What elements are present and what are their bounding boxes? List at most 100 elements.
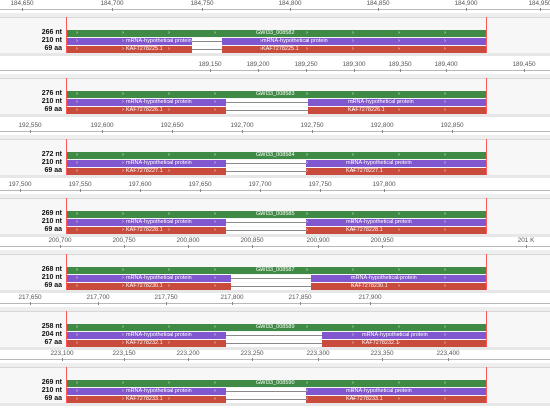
gene-feature[interactable]: › › › › › › › › › GWI33_008582 bbox=[66, 30, 486, 37]
strand-arrow-icon: › bbox=[76, 283, 78, 289]
ruler-tick-label: 189,250 bbox=[294, 61, 318, 68]
ruler-tick-mark bbox=[200, 189, 201, 192]
cds-feature-label: KAF7278233.1 bbox=[346, 396, 383, 402]
strand-arrow-icon: › bbox=[444, 227, 446, 233]
strand-arrow-icon: › bbox=[168, 267, 170, 273]
ruler-tick-mark bbox=[202, 8, 203, 11]
ruler-baseline bbox=[0, 70, 550, 71]
track-length-label: 69 aa bbox=[44, 167, 62, 174]
ruler-tick-mark bbox=[188, 358, 189, 361]
gene-feature[interactable]: › › › › › › › › › GWI33_008583 bbox=[66, 91, 486, 98]
boundary-marker bbox=[66, 17, 67, 53]
ruler-tick-mark bbox=[172, 130, 173, 133]
gene-feature[interactable]: › › › › › › › › › GWI33_008590 bbox=[66, 380, 486, 387]
ruler-tick-mark bbox=[124, 245, 125, 248]
ruler-tick-mark bbox=[98, 302, 99, 305]
track-length-label: 210 nt bbox=[41, 274, 62, 281]
strand-arrow-icon: › bbox=[306, 211, 308, 217]
mrna-feature[interactable]: ›››››››››mRNA-hypothetical proteinmRNA-h… bbox=[66, 160, 486, 167]
strand-arrow-icon: › bbox=[76, 380, 78, 386]
strand-arrow-icon: › bbox=[122, 332, 124, 338]
strand-arrow-icon: › bbox=[214, 340, 216, 346]
strand-arrow-icon: › bbox=[122, 396, 124, 402]
strand-arrow-icon: › bbox=[214, 91, 216, 97]
strand-arrow-icon: › bbox=[306, 219, 308, 225]
strand-arrow-icon: › bbox=[398, 388, 400, 394]
strand-arrow-icon: › bbox=[168, 396, 170, 402]
strand-arrow-icon: › bbox=[168, 332, 170, 338]
ruler-tick-mark bbox=[540, 8, 541, 11]
ruler-tick-mark bbox=[290, 8, 291, 11]
coordinate-ruler: 200,700 200,750 200,800 200,850 200,900 200,9… bbox=[0, 237, 550, 249]
strand-arrow-icon: › bbox=[398, 46, 400, 52]
intron-gap bbox=[226, 99, 308, 106]
viewer-header-bar bbox=[0, 250, 550, 255]
strand-arrow-icon: › bbox=[214, 168, 216, 174]
ruler-tick-mark bbox=[320, 189, 321, 192]
strand-arrow-icon: › bbox=[306, 38, 308, 44]
boundary-marker bbox=[486, 17, 487, 53]
mrna-feature[interactable]: ›››››››››mRNA-hypothetical proteinmRNA-h… bbox=[66, 388, 486, 395]
ruler-tick-mark bbox=[166, 302, 167, 305]
gene-feature[interactable]: › › › › › › › › › GWI33_008585 bbox=[66, 211, 486, 218]
strand-arrow-icon: › bbox=[444, 332, 446, 338]
track-length-label: 210 nt bbox=[41, 218, 62, 225]
cds-feature-label: KAF7278228.1 bbox=[126, 227, 163, 233]
strand-arrow-icon: › bbox=[398, 283, 400, 289]
viewer-footer-bar bbox=[0, 53, 550, 56]
ruler-tick-mark bbox=[446, 69, 447, 72]
gene-feature[interactable]: › › › › › › › › › GWI33_008584 bbox=[66, 152, 486, 159]
strand-arrow-icon: › bbox=[398, 324, 400, 330]
track-viewer: 269 nt › › › › › › › › › GWI33_008590 210 nt › › › › › › ›… bbox=[0, 363, 550, 406]
track-viewer: 272 nt › › › › › › › › › GWI33_008584 210 nt › › › › › › ›… bbox=[0, 135, 550, 178]
gene-feature[interactable]: › › › › › › › › › GWI33_008587 bbox=[66, 267, 486, 274]
strand-arrow-icon: › bbox=[260, 211, 262, 217]
strand-arrow-icon: › bbox=[398, 168, 400, 174]
ruler-tick-label: 197,700 bbox=[248, 181, 272, 188]
mrna-feature[interactable]: ›››››››››mRNA-hypothetical proteinmRNA-h… bbox=[66, 219, 486, 226]
track-length-label: 210 nt bbox=[41, 37, 62, 44]
panel-7: 223,100 223,150 223,200 223,250 223,300 223,3… bbox=[0, 350, 550, 410]
gene-feature[interactable]: › › › › › › › › › GWI33_008589 bbox=[66, 324, 486, 331]
mrna-feature[interactable]: ›››››››››mRNA-hypothetical proteinmRNA-h… bbox=[66, 38, 486, 45]
strand-arrow-icon: › bbox=[168, 160, 170, 166]
ruler-tick-mark bbox=[252, 358, 253, 361]
strand-arrow-icon: › bbox=[122, 46, 124, 52]
mrna-feature[interactable]: ›››››››››mRNA-hypothetical proteinmRNA-h… bbox=[66, 99, 486, 106]
strand-arrow-icon: › bbox=[214, 380, 216, 386]
mrna-feature[interactable]: ›››››››››mRNA-hypothetical proteinmRNA-h… bbox=[66, 275, 486, 282]
strand-arrow-icon: › bbox=[352, 388, 354, 394]
ruler-tick-label: 197,550 bbox=[68, 181, 92, 188]
strand-arrow-icon: › bbox=[398, 267, 400, 273]
strand-arrow-icon: › bbox=[122, 38, 124, 44]
mrna-feature[interactable]: ›››››››››mRNA-hypothetical proteinmRNA-h… bbox=[66, 332, 486, 339]
track-length-label: 210 nt bbox=[41, 387, 62, 394]
mrna-feature-label: mRNA-hypothetical protein bbox=[346, 160, 412, 166]
strand-arrow-icon: › bbox=[214, 324, 216, 330]
ruler-tick-label: 201 K bbox=[517, 237, 535, 244]
ruler-tick-mark bbox=[30, 130, 31, 133]
strand-arrow-icon: › bbox=[444, 396, 446, 402]
viewer-header-bar bbox=[0, 13, 550, 18]
strand-arrow-icon: › bbox=[122, 91, 124, 97]
strand-arrow-icon: › bbox=[444, 38, 446, 44]
boundary-marker bbox=[66, 367, 67, 403]
strand-arrow-icon: › bbox=[168, 380, 170, 386]
strand-arrow-icon: › bbox=[444, 267, 446, 273]
ruler-tick-label: 200,850 bbox=[240, 237, 264, 244]
gene-feature-label: GWI33_008590 bbox=[256, 380, 295, 386]
ruler-tick-mark bbox=[258, 69, 259, 72]
ruler-tick-label: 223,150 bbox=[112, 350, 136, 357]
ruler-tick-label: 192,850 bbox=[440, 122, 464, 129]
panel-2: 189,150 189,200 189,250 189,300 189,350 189,4… bbox=[0, 61, 550, 121]
viewer-footer-bar bbox=[0, 403, 550, 406]
panel-1: 184,650 184,700 184,750 184,800 184,850 184,9… bbox=[0, 0, 550, 60]
strand-arrow-icon: › bbox=[306, 152, 308, 158]
